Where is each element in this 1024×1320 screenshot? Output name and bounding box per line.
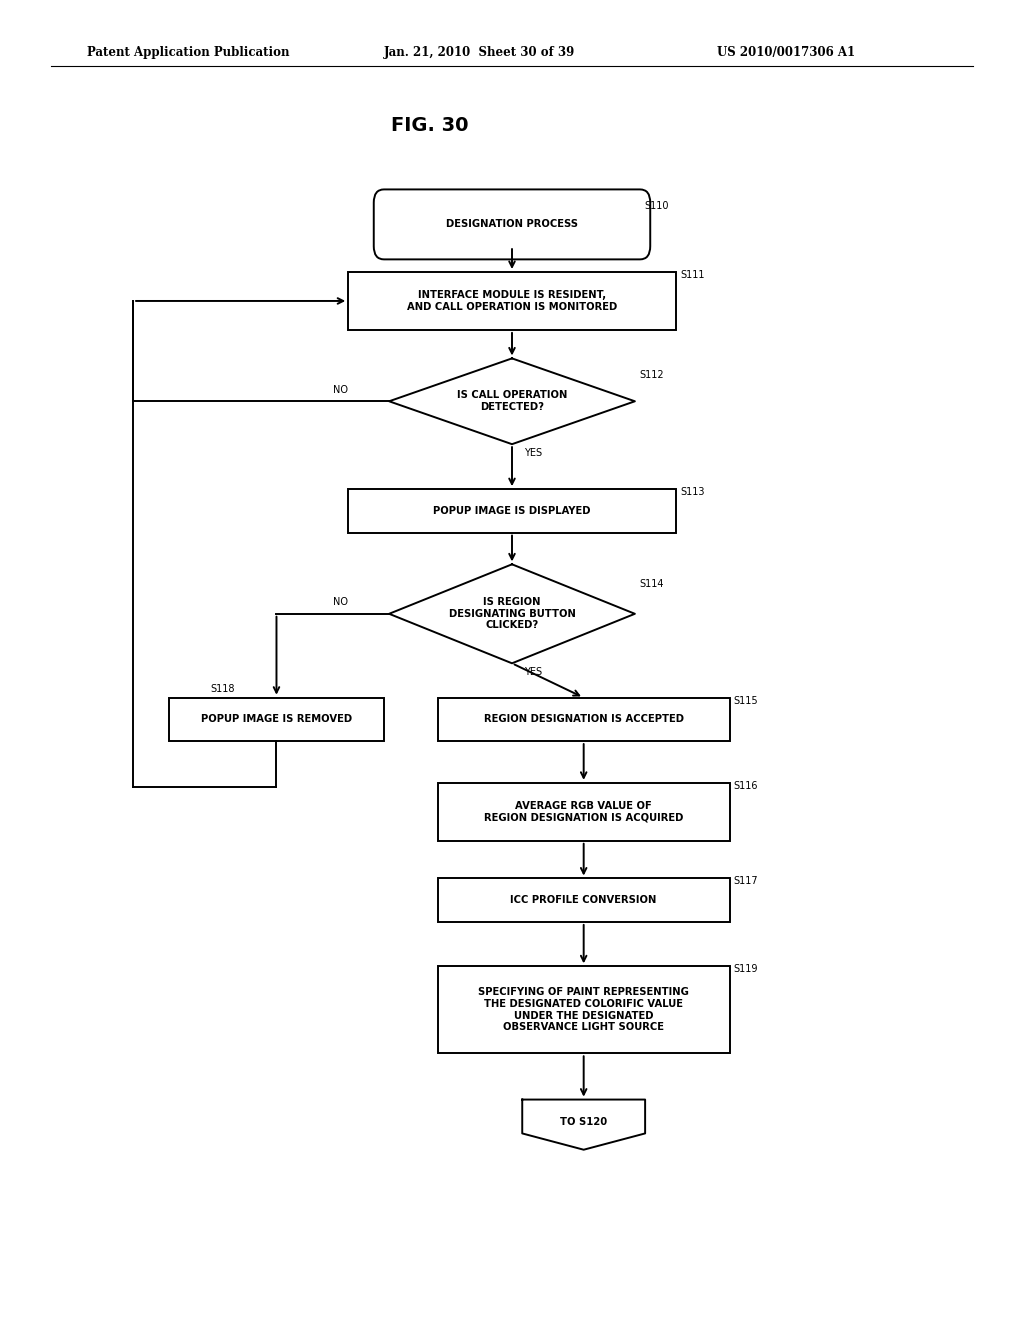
Bar [438,783,729,841]
Text: POPUP IMAGE IS REMOVED: POPUP IMAGE IS REMOVED [201,714,352,725]
Text: NO: NO [333,597,348,607]
Bar [438,879,729,921]
Text: NO: NO [333,384,348,395]
Text: Jan. 21, 2010  Sheet 30 of 39: Jan. 21, 2010 Sheet 30 of 39 [384,46,575,59]
Text: DESIGNATION PROCESS: DESIGNATION PROCESS [446,219,578,230]
Text: ICC PROFILE CONVERSION: ICC PROFILE CONVERSION [511,895,656,906]
Text: S110: S110 [644,201,669,211]
Text: REGION DESIGNATION IS ACCEPTED: REGION DESIGNATION IS ACCEPTED [483,714,684,725]
Text: US 2010/0017306 A1: US 2010/0017306 A1 [717,46,855,59]
Text: FIG. 30: FIG. 30 [391,116,469,135]
Text: S112: S112 [639,370,664,380]
Text: S119: S119 [733,964,758,974]
Bar [169,697,384,741]
Text: YES: YES [524,449,543,458]
Bar [438,966,729,1053]
Text: S113: S113 [680,487,705,498]
Bar [438,697,729,741]
Text: S115: S115 [733,696,759,705]
Polygon shape [389,359,635,444]
FancyBboxPatch shape [374,189,650,260]
Text: S117: S117 [733,876,759,887]
Polygon shape [389,565,635,663]
Text: INTERFACE MODULE IS RESIDENT,
AND CALL OPERATION IS MONITORED: INTERFACE MODULE IS RESIDENT, AND CALL O… [407,290,617,312]
Bar [348,272,676,330]
Text: TO S120: TO S120 [560,1117,607,1127]
Text: S116: S116 [733,780,758,791]
Text: S111: S111 [680,269,705,280]
Text: Patent Application Publication: Patent Application Publication [87,46,290,59]
Text: SPECIFYING OF PAINT REPRESENTING
THE DESIGNATED COLORIFIC VALUE
UNDER THE DESIGN: SPECIFYING OF PAINT REPRESENTING THE DES… [478,987,689,1032]
Text: S118: S118 [210,684,234,694]
Text: YES: YES [524,667,543,677]
Text: S114: S114 [639,579,664,589]
Text: IS CALL OPERATION
DETECTED?: IS CALL OPERATION DETECTED? [457,391,567,412]
Text: POPUP IMAGE IS DISPLAYED: POPUP IMAGE IS DISPLAYED [433,506,591,516]
Text: AVERAGE RGB VALUE OF
REGION DESIGNATION IS ACQUIRED: AVERAGE RGB VALUE OF REGION DESIGNATION … [484,801,683,822]
Bar [348,488,676,532]
Text: IS REGION
DESIGNATING BUTTON
CLICKED?: IS REGION DESIGNATING BUTTON CLICKED? [449,597,575,631]
Polygon shape [522,1100,645,1150]
